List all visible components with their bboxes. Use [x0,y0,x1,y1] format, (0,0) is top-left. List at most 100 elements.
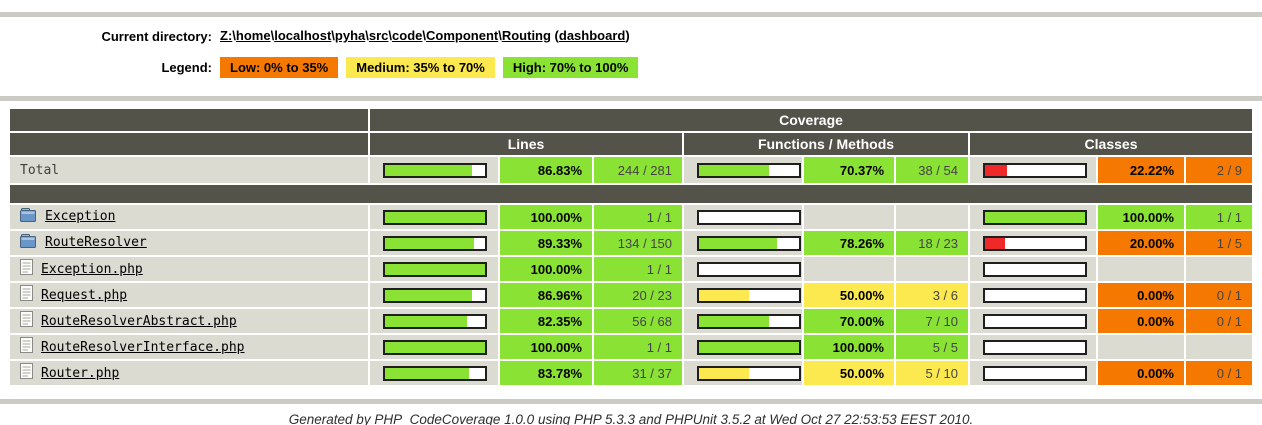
functions-bar-cell [684,257,802,281]
lines-percent: 82.35% [500,309,592,333]
functions-progress-fill [699,367,749,379]
lines-percent: 100.00% [500,335,592,359]
path-segment-link[interactable]: localhost [274,28,332,43]
functions-header: Functions / Methods [684,133,968,155]
classes-progress-bar [983,339,1087,355]
total-label: Total [20,162,60,178]
footer-prefix: Generated by [288,412,375,425]
item-name-cell: Total [10,157,368,183]
name-header-cell [10,109,368,131]
classes-percent: 0.00% [1098,361,1184,385]
functions-percent: 50.00% [804,283,894,307]
lines-progress-fill [385,263,485,275]
item-name-cell: Request.php [10,283,368,307]
functions-percent: 50.00% [804,361,894,385]
name-subheader-cell [10,133,368,155]
classes-progress-bar [983,261,1087,277]
classes-percent: 0.00% [1098,283,1184,307]
classes-progress-fill [985,211,1085,223]
functions-progress-bar [697,235,801,251]
lines-progress-bar [383,365,487,381]
lines-bar-cell [370,231,498,255]
functions-count: 3 / 6 [896,283,968,307]
item-link[interactable]: Exception.php [41,262,143,277]
item-name-cell: RouteResolverAbstract.php [10,309,368,333]
classes-progress-bar [983,365,1087,381]
path-segment-link[interactable]: code [392,28,423,43]
group-header-row: Lines Functions / Methods Classes [10,133,1253,155]
item-link[interactable]: Request.php [41,288,128,303]
lines-count: 31 / 37 [594,361,682,385]
item-link[interactable]: Exception [45,209,116,224]
functions-bar-cell [684,309,802,333]
legend-box: Medium: 35% to 70% [346,57,495,78]
legend-label: Legend: [161,60,212,75]
lines-percent: 100.00% [500,257,592,281]
functions-percent: 70.00% [804,309,894,333]
lines-progress-bar [383,313,487,329]
current-directory-label: Current directory: [101,28,212,44]
lines-progress-bar [383,261,487,277]
path-segment-link[interactable]: Z: [220,28,233,43]
lines-percent: 86.83% [500,157,592,183]
classes-progress-bar [983,313,1087,329]
classes-progress-bar [983,287,1087,303]
functions-count: 38 / 54 [896,157,968,183]
functions-percent: 100.00% [804,335,894,359]
codecoverage-link[interactable]: PHP_CodeCoverage 1.0.0 [374,412,535,425]
lines-progress-bar [383,162,487,178]
table-row: Router.php 83.78% 31 / 37 50.00% 5 / 10 0.00%… [10,361,1253,385]
footer-suffix: and PHPUnit 3.5.2 at Wed Oct 27 22:53:53… [635,412,974,425]
dashboard-link[interactable]: dashboard [558,28,626,43]
functions-progress-fill [699,164,770,176]
lines-progress-bar [383,287,487,303]
php-version-link[interactable]: PHP 5.3.3 [573,412,636,425]
lines-count: 56 / 68 [594,309,682,333]
functions-progress-bar [697,287,801,303]
lines-bar-cell [370,257,498,281]
item-name-cell: RouteResolver [10,231,368,255]
path-segment-link[interactable]: Routing [501,28,551,43]
paren: ) [625,28,630,43]
coverage-header: Coverage [370,109,1253,131]
item-link[interactable]: RouteResolverInterface.php [41,340,245,355]
classes-count: 0 / 1 [1186,361,1253,385]
classes-progress-bar [983,235,1087,251]
classes-count: 0 / 1 [1186,283,1253,307]
lines-percent: 100.00% [500,205,592,229]
file-icon [20,311,33,331]
item-name-cell: RouteResolverInterface.php [10,335,368,359]
item-link[interactable]: RouteResolver [45,235,147,250]
folder-icon [20,234,37,252]
lines-progress-fill [385,164,472,176]
functions-count: 18 / 23 [896,231,968,255]
functions-count [896,257,968,281]
classes-count: 1 / 1 [1186,205,1253,229]
lines-progress-bar [383,209,487,225]
classes-count [1186,335,1253,359]
file-icon [20,337,33,357]
item-link[interactable]: Router.php [41,366,120,381]
path-segment-link[interactable]: pyha [334,28,366,43]
lines-percent: 83.78% [500,361,592,385]
lines-count: 134 / 150 [594,231,682,255]
functions-progress-fill [699,341,799,353]
classes-bar-cell [970,309,1096,333]
path-segment-link[interactable]: Component [426,28,499,43]
classes-progress-bar [983,209,1087,225]
path-segment-link[interactable]: home [235,28,271,43]
lines-count: 1 / 1 [594,205,682,229]
item-link[interactable]: RouteResolverAbstract.php [41,314,237,329]
footer: Generated by PHP_CodeCoverage 1.0.0 usin… [0,412,1262,425]
path-segment-link[interactable]: src [368,28,389,43]
classes-count: 1 / 5 [1186,231,1253,255]
classes-progress-bar [983,162,1087,178]
functions-count [896,205,968,229]
current-directory-path: Z:\home\localhost\pyha\src\code\Componen… [220,27,1262,45]
classes-progress-fill [985,164,1008,176]
lines-count: 244 / 281 [594,157,682,183]
path-separator: \ [232,28,236,43]
functions-bar-cell [684,361,802,385]
path-separator: \ [331,28,335,43]
lines-header: Lines [370,133,682,155]
